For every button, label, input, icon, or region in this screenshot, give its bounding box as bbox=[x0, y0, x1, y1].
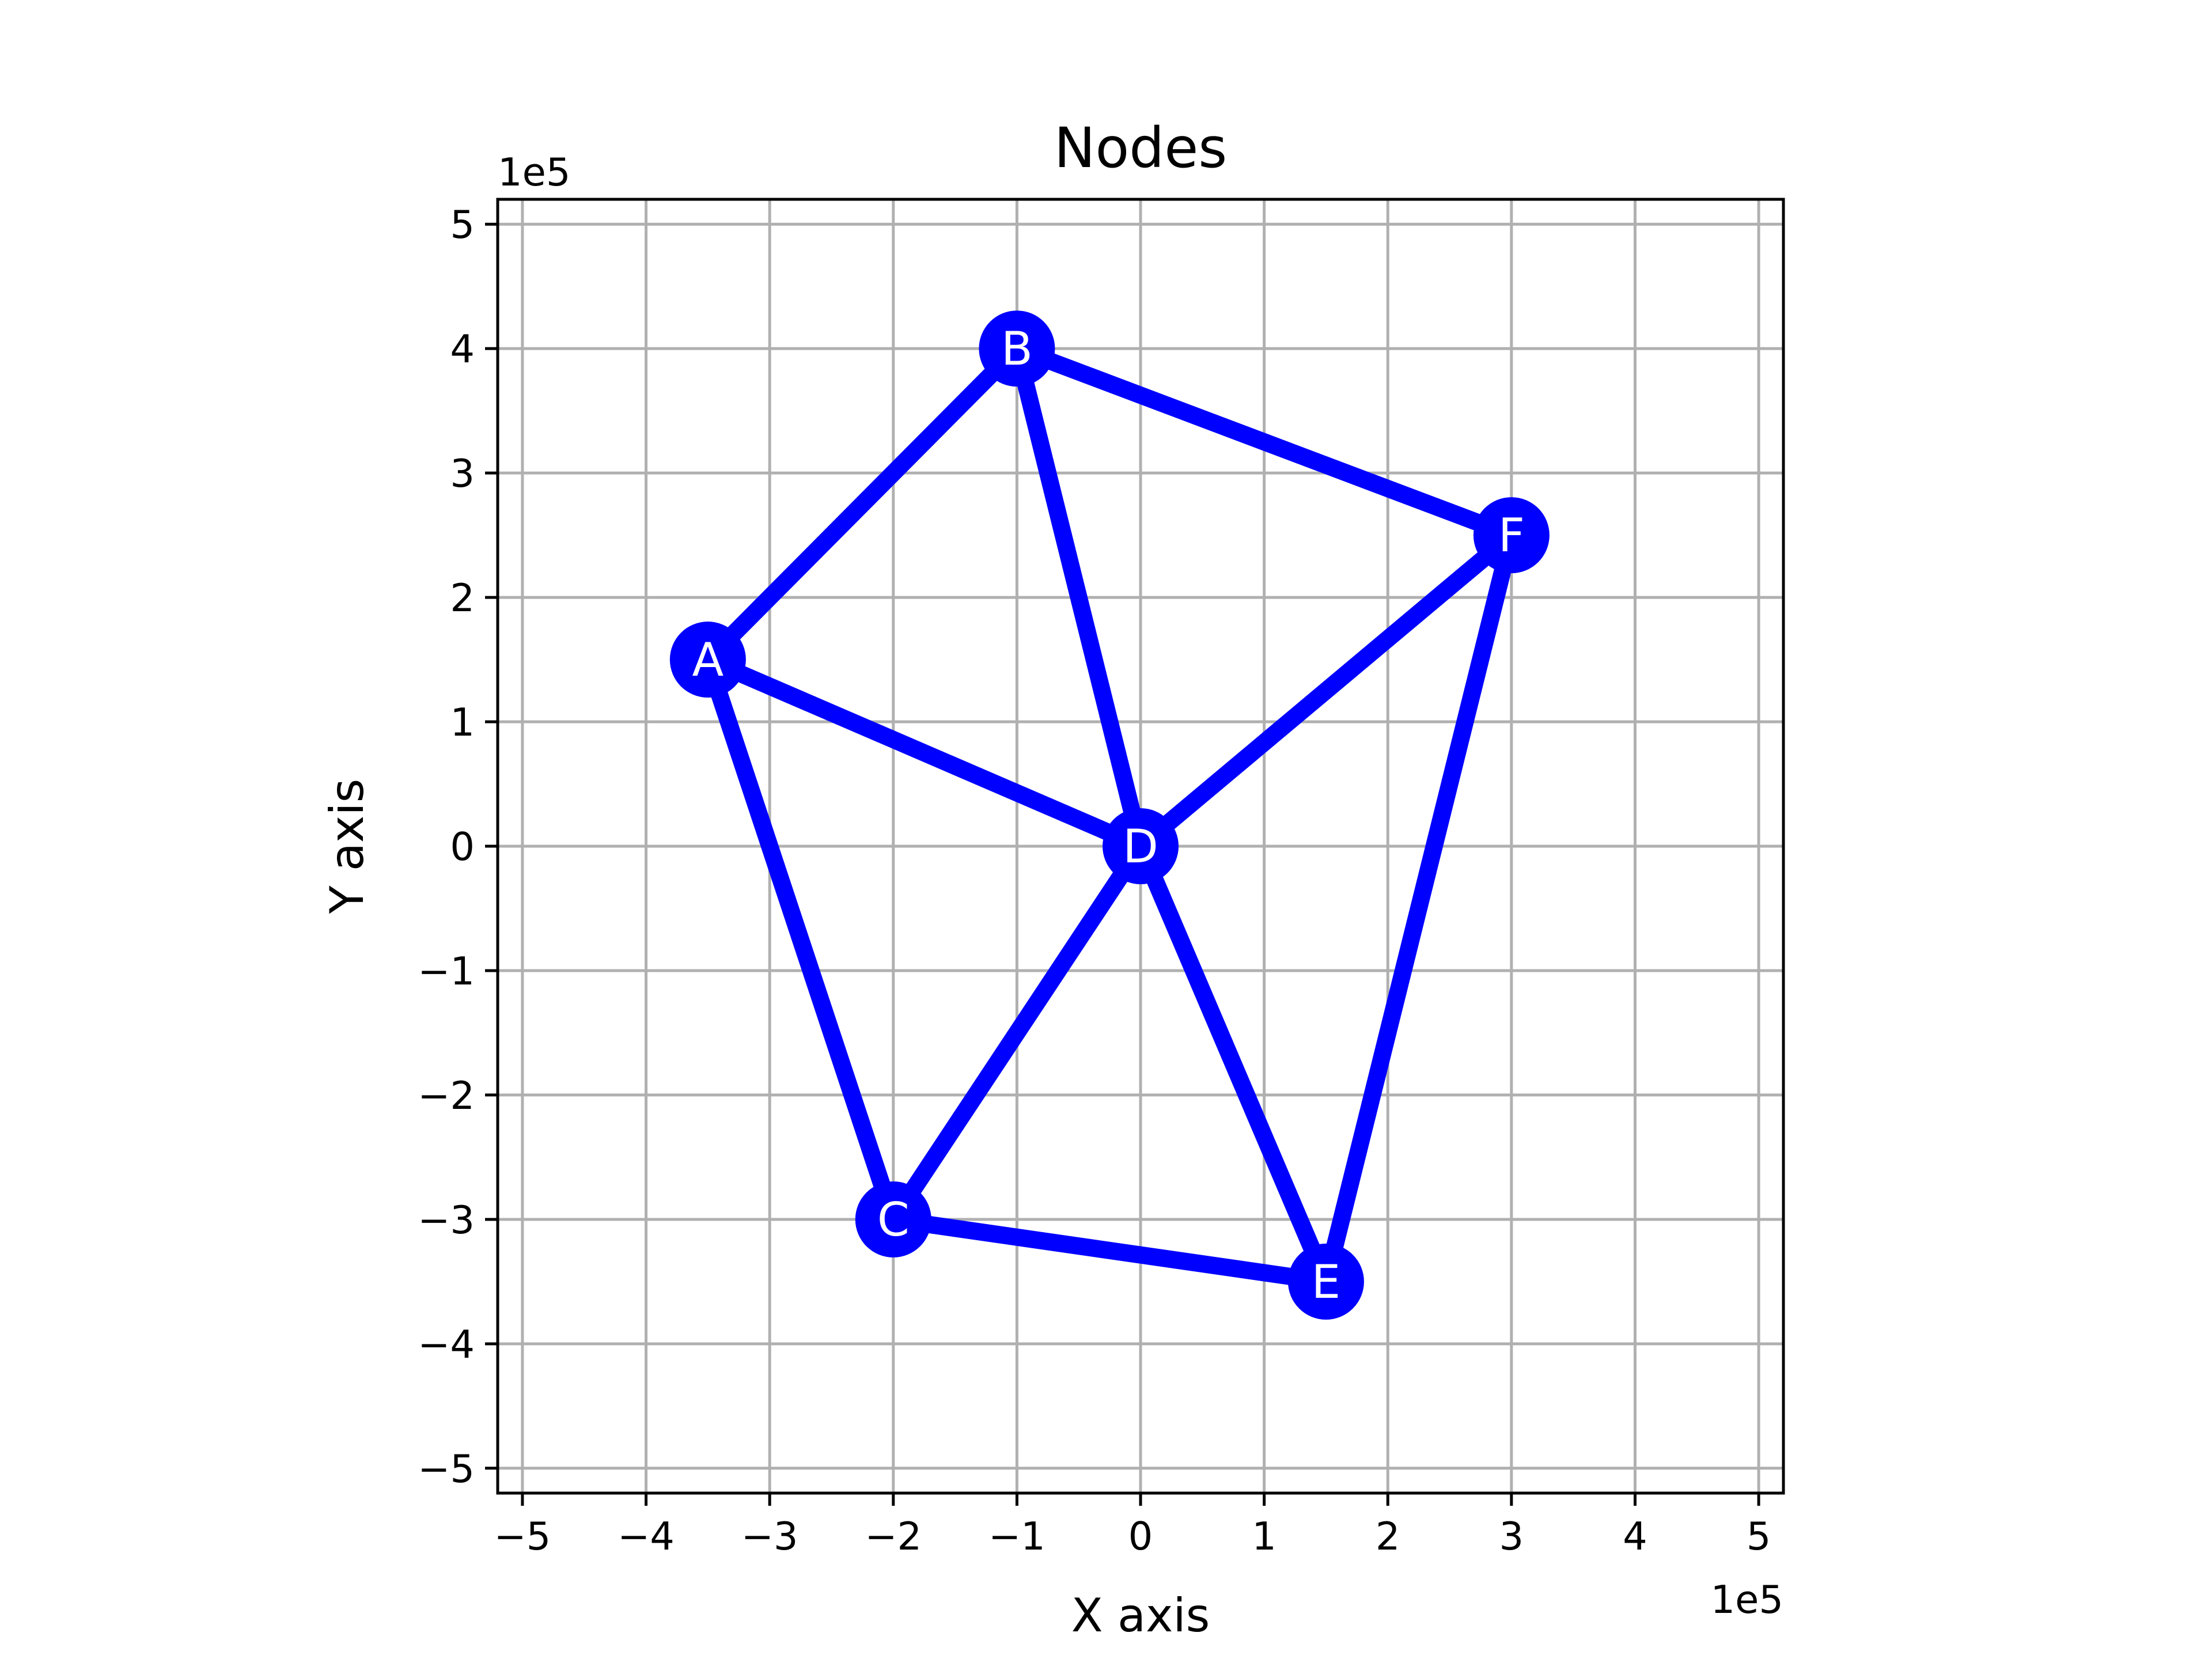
y-tick-label: 5 bbox=[450, 202, 475, 247]
y-tick-label: 0 bbox=[450, 824, 475, 869]
node-a bbox=[669, 622, 746, 698]
ticks: −5 −4 −3 −2 −1 0 1 2 3 4 5 −5 −4 −3 −2 −1 0 1 2 3 4 5 bbox=[418, 202, 1771, 1559]
y-tick-label: −4 bbox=[418, 1322, 475, 1367]
y-offset-text: 1e5 bbox=[498, 150, 570, 195]
edge-a-d bbox=[704, 652, 1144, 854]
edge-b-f bbox=[1014, 340, 1515, 544]
edge-b-d bbox=[1008, 346, 1149, 849]
node-label-c: C bbox=[877, 1193, 910, 1247]
x-axis-label: X axis bbox=[1071, 1589, 1210, 1642]
node-f bbox=[1473, 497, 1550, 574]
node-label-b: B bbox=[1001, 322, 1033, 376]
x-tick-label: 2 bbox=[1376, 1514, 1400, 1559]
y-tick-label: −3 bbox=[418, 1198, 475, 1243]
edge-d-f bbox=[1135, 528, 1517, 853]
edge-c-e bbox=[892, 1211, 1328, 1290]
y-tick-label: −2 bbox=[418, 1073, 475, 1118]
y-tick-label: 2 bbox=[450, 575, 475, 620]
node-c bbox=[855, 1181, 931, 1257]
x-tick-label: −5 bbox=[494, 1514, 551, 1559]
x-tick-label: −3 bbox=[741, 1514, 798, 1559]
edge-a-c bbox=[699, 657, 902, 1222]
x-tick-label: 5 bbox=[1747, 1514, 1771, 1559]
node-label-a: A bbox=[692, 633, 724, 687]
x-tick-label: −1 bbox=[988, 1514, 1046, 1559]
node-b bbox=[979, 310, 1055, 387]
x-tick-label: 4 bbox=[1623, 1514, 1647, 1559]
edge-d-e bbox=[1132, 843, 1334, 1285]
edges bbox=[699, 340, 1520, 1290]
x-tick-label: 0 bbox=[1128, 1514, 1153, 1559]
edge-a-b bbox=[702, 342, 1024, 666]
y-tick-label: −1 bbox=[418, 949, 475, 994]
y-tick-label: 1 bbox=[450, 700, 475, 745]
y-tick-label: 4 bbox=[450, 327, 475, 372]
node-e bbox=[1287, 1243, 1364, 1320]
y-axis-label: Y axis bbox=[320, 779, 374, 915]
chart-title: Nodes bbox=[1054, 116, 1228, 180]
x-offset-text: 1e5 bbox=[1711, 1577, 1783, 1622]
x-tick-label: 3 bbox=[1499, 1514, 1524, 1559]
x-tick-label: 1 bbox=[1252, 1514, 1277, 1559]
x-tick-label: −2 bbox=[865, 1514, 922, 1559]
x-tick-label: −4 bbox=[618, 1514, 675, 1559]
edge-e-f bbox=[1317, 533, 1520, 1284]
node-label-d: D bbox=[1123, 820, 1158, 873]
y-tick-label: −5 bbox=[418, 1446, 475, 1491]
grid bbox=[498, 199, 1783, 1493]
node-d bbox=[1103, 808, 1179, 884]
nodes: A B C D E F bbox=[669, 310, 1550, 1320]
node-label-f: F bbox=[1498, 509, 1525, 562]
node-label-e: E bbox=[1312, 1255, 1341, 1309]
edge-c-d bbox=[886, 841, 1148, 1225]
y-tick-label: 3 bbox=[450, 451, 475, 496]
